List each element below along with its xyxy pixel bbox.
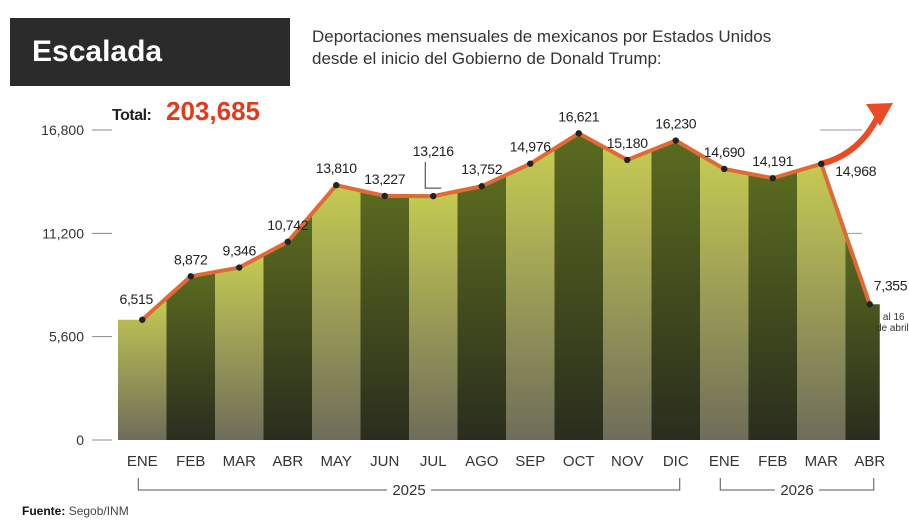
data-point [527, 160, 534, 167]
data-point [381, 192, 388, 200]
series-line [140, 131, 872, 322]
x-tick-label: MAY [321, 453, 352, 470]
data-point [430, 192, 437, 200]
data-point [721, 165, 728, 173]
data-label: 13,216 [413, 143, 455, 159]
trend-arrow-shaft [818, 109, 883, 167]
x-tick-label: ENE [127, 453, 158, 470]
area-bar-abr [263, 213, 312, 440]
data-point [187, 273, 194, 280]
area-bar-mar [797, 163, 846, 441]
data-point [575, 130, 582, 137]
source-label: Fuente: [22, 504, 66, 518]
year-label: 2026 [780, 482, 813, 499]
x-tick-label: JUL [420, 453, 447, 470]
x-tick-label: ENE [709, 453, 740, 470]
x-tick-label: DIC [663, 453, 689, 470]
header-title-box: Escalada [10, 18, 290, 86]
x-tick-label: AGO [465, 453, 498, 470]
y-tick-label: 16,800 [41, 122, 84, 138]
subtitle-line-2: desde el inicio del Gobierno de Donald T… [312, 49, 662, 68]
data-point [818, 160, 825, 168]
x-tick-label: FEB [758, 453, 787, 470]
data-point [284, 238, 291, 245]
x-tick-label: NOV [611, 453, 644, 470]
data-point [139, 316, 146, 323]
data-label: 15,180 [607, 135, 649, 151]
x-tick-label: OCT [563, 453, 595, 470]
data-point [672, 137, 679, 144]
y-tick-label: 11,200 [42, 225, 84, 241]
y-tick-label: 5,600 [49, 329, 84, 345]
data-label: 14,191 [752, 153, 794, 169]
header-title: Escalada [32, 35, 163, 68]
data-label: 7,355 [874, 277, 908, 293]
area-bar-oct [554, 133, 603, 440]
data-label: 10,742 [267, 217, 309, 233]
data-label: 6,515 [119, 291, 153, 307]
area-bar-ene [118, 298, 167, 440]
x-tick-label: ABR [854, 453, 885, 470]
annotation-line-1: al 16 [883, 312, 905, 323]
year-label: 2025 [392, 482, 425, 499]
area-bar-abr [845, 234, 880, 440]
annotation-line-2: de abril. [876, 323, 909, 334]
year-bracket-left [137, 478, 387, 491]
subtitle-line-1: Deportaciones mensuales de mexicanos por… [312, 27, 772, 46]
data-label: 13,810 [316, 160, 358, 176]
area-bar-feb [748, 170, 797, 440]
area-bar-mar [215, 254, 264, 440]
x-tick-label: JUN [370, 453, 399, 470]
total-value: 203,685 [166, 96, 260, 126]
data-label: 14,976 [510, 139, 552, 155]
source-footer: Fuente: Segob/INM [22, 504, 129, 518]
total-label: Total: [112, 107, 151, 124]
data-point [866, 301, 873, 308]
source-value: Segob/INM [68, 504, 129, 518]
year-bracket-left [719, 478, 775, 491]
data-point [236, 264, 243, 271]
area-bar-nov [603, 146, 652, 441]
data-label: 14,690 [704, 144, 746, 160]
data-label: 13,752 [461, 161, 503, 177]
area-bar-dic [651, 140, 700, 440]
jul-label-bracket [424, 162, 442, 189]
x-tick-label: SEP [515, 453, 545, 470]
header-subtitle: Deportaciones mensuales de mexicanos por… [312, 26, 872, 70]
area-bar-jul [409, 191, 458, 440]
area-bar-feb [166, 271, 215, 440]
data-point [333, 181, 340, 189]
x-tick-label: ABR [272, 453, 303, 470]
data-point [478, 183, 485, 190]
data-label: 13,227 [364, 171, 406, 187]
x-tick-label: MAR [805, 453, 839, 470]
x-tick-label: MAR [223, 453, 257, 470]
x-tick-label: FEB [176, 453, 205, 470]
area-bar-ago [457, 174, 506, 440]
area-bar-sep [506, 148, 555, 441]
data-point [624, 156, 631, 164]
y-tick-label: 0 [76, 432, 84, 448]
data-label: 16,621 [558, 108, 600, 124]
year-bracket-right [431, 478, 681, 491]
area-bar-jun [360, 190, 409, 440]
year-bracket-right [819, 478, 875, 491]
data-label: 16,230 [655, 116, 697, 132]
area-bar-may [312, 185, 361, 440]
area-bar-ene [700, 154, 749, 440]
data-label: 9,346 [222, 243, 256, 259]
data-label: 8,872 [174, 251, 208, 267]
data-label: 14,968 [835, 163, 877, 179]
data-point [769, 174, 776, 182]
trend-arrow-head [866, 103, 893, 126]
